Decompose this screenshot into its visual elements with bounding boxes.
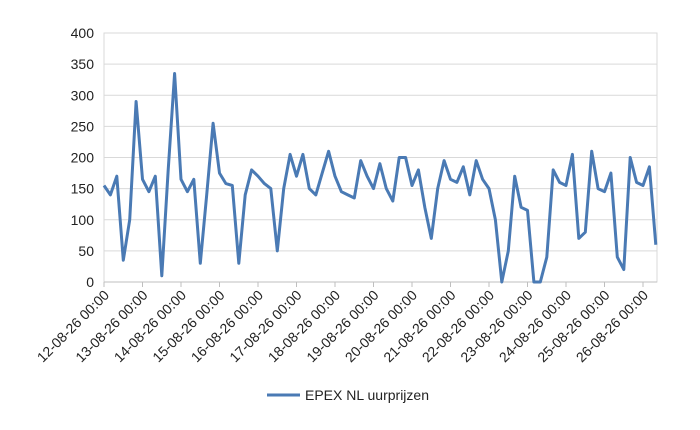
legend-label: EPEX NL uurprijzen <box>305 387 429 403</box>
y-tick-label: 400 <box>71 25 95 41</box>
y-tick-label: 0 <box>86 274 94 290</box>
y-tick-label: 100 <box>71 212 95 228</box>
y-tick-label: 150 <box>71 181 95 197</box>
data-line <box>102 72 658 284</box>
y-tick-label: 200 <box>71 150 95 166</box>
y-tick-label: 50 <box>78 243 94 259</box>
y-tick-label: 250 <box>71 118 95 134</box>
y-tick-label: 300 <box>71 87 95 103</box>
y-tick-label: 350 <box>71 56 95 72</box>
